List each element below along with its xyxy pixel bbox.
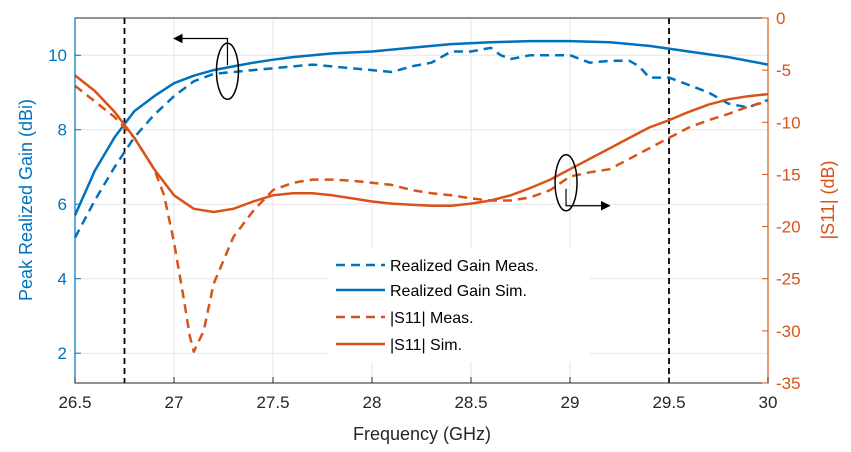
y-left-tick-label: 2 [58, 344, 67, 363]
y-right-ticks: 0 -5 -10 -15 -20 -25 -30 -35 [762, 9, 801, 393]
x-axis-label: Frequency (GHz) [353, 424, 491, 444]
series-line-1 [73, 39, 769, 216]
x-tick-label: 28 [363, 393, 382, 412]
y-left-axis-label: Peak Realized Gain (dBi) [16, 99, 36, 301]
x-tick-label: 30 [759, 393, 778, 412]
series-line-0 [73, 46, 769, 239]
y-right-tick-label: -15 [776, 165, 801, 184]
x-tick-label: 27 [165, 393, 184, 412]
x-ticks: 26.5 27 27.5 28 28.5 29 29.5 30 [58, 377, 777, 412]
y-left-tick-label: 4 [58, 270, 67, 289]
y-left-tick-label: 8 [58, 121, 67, 140]
x-tick-label: 26.5 [58, 393, 91, 412]
legend-label-s11-sim: |S11| Sim. [390, 337, 462, 354]
y-left-tick-label: 6 [58, 195, 67, 214]
legend-label-gain-meas: Realized Gain Meas. [390, 258, 539, 275]
y-right-tick-label: -10 [776, 113, 801, 132]
x-tick-label: 27.5 [256, 393, 289, 412]
legend-label-gain-sim: Realized Gain Sim. [390, 283, 527, 300]
x-tick-label: 28.5 [454, 393, 487, 412]
x-tick-label: 29 [561, 393, 580, 412]
y-right-axis-label: |S11| (dB) [818, 160, 838, 239]
y-right-tick-label: 0 [776, 9, 785, 28]
y-right-tick-label: -5 [776, 61, 791, 80]
legend-label-s11-meas: |S11| Meas. [390, 310, 474, 327]
annotations [173, 33, 611, 212]
annotation-ellipse [554, 154, 578, 212]
annotation-arrow [565, 188, 611, 211]
legend: Realized Gain Meas. Realized Gain Sim. |… [328, 248, 590, 362]
y-left-ticks: 2 4 6 8 10 [48, 46, 81, 363]
series-line-3 [74, 74, 769, 214]
y-left-tick-label: 10 [48, 46, 67, 65]
series-lines [73, 39, 769, 353]
y-right-tick-label: -35 [776, 374, 801, 393]
y-right-tick-label: -25 [776, 270, 801, 289]
annotation-arrow [173, 33, 229, 66]
y-right-tick-label: -30 [776, 322, 801, 341]
y-right-tick-label: -20 [776, 218, 801, 237]
x-tick-label: 29.5 [652, 393, 685, 412]
